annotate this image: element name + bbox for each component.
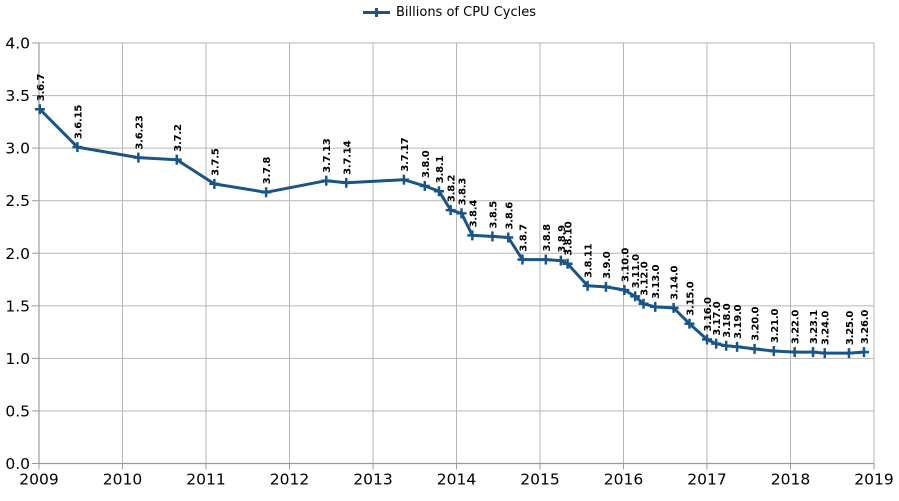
data-point-label: 3.23.1 (809, 310, 820, 344)
data-point-label: 3.14.0 (670, 265, 681, 299)
data-point-label: 3.7.13 (322, 138, 333, 172)
data-point-label: 3.26.0 (860, 310, 871, 344)
x-tick-label: 2019 (854, 471, 893, 489)
data-point-label: 3.16.0 (703, 297, 714, 331)
x-tick-label: 2014 (437, 471, 476, 489)
y-tick-label: 0.0 (5, 455, 30, 473)
data-point-label: 3.8.5 (488, 201, 499, 229)
data-point-label: 3.8.0 (421, 150, 432, 178)
data-point-label: 3.25.0 (845, 311, 856, 345)
x-tick-label: 2012 (270, 471, 309, 489)
y-tick-label: 1.0 (5, 350, 30, 368)
data-point-label: 3.10.0 (620, 248, 631, 282)
data-point-label: 3.7.17 (400, 137, 411, 171)
data-point-label: 3.15.0 (685, 281, 696, 315)
x-tick-label: 2009 (19, 471, 58, 489)
y-tick-label: 3.0 (5, 140, 30, 158)
x-tick-label: 2010 (103, 471, 142, 489)
data-point-label: 3.8.2 (447, 174, 458, 202)
data-point-label: 3.7.8 (262, 157, 273, 185)
data-point-label: 3.6.7 (36, 74, 47, 102)
data-point-label: 3.21.0 (770, 309, 781, 343)
x-tick-label: 2018 (771, 471, 810, 489)
x-tick-label: 2013 (353, 471, 392, 489)
x-tick-label: 2016 (604, 471, 643, 489)
y-tick-label: 0.5 (5, 402, 30, 420)
data-point-label: 3.9.0 (602, 251, 613, 279)
data-point-label: 3.12.0 (640, 261, 651, 295)
data-point-label: 3.7.5 (210, 148, 221, 176)
data-point-label: 3.7.14 (342, 140, 353, 174)
y-tick-label: 3.5 (5, 87, 30, 105)
data-point-label: 3.8.7 (518, 224, 529, 252)
data-point-label: 3.6.15 (73, 105, 84, 139)
y-tick-label: 4.0 (5, 35, 30, 53)
data-point-label: 3.8.10 (564, 221, 575, 255)
data-point-label: 3.20.0 (751, 306, 762, 340)
y-tick-label: 2.5 (5, 192, 30, 210)
data-point-label: 3.22.0 (791, 310, 802, 344)
y-tick-label: 1.5 (5, 297, 30, 315)
data-point-label: 3.8.9 (557, 225, 568, 253)
data-point-label: 3.8.11 (584, 243, 595, 277)
data-point-label: 3.13.0 (651, 264, 662, 298)
data-point-label: 3.17.0 (712, 301, 723, 335)
data-point-label: 3.8.6 (504, 202, 515, 230)
data-point-label: 3.8.1 (435, 156, 446, 184)
data-point-label: 3.11.0 (631, 254, 642, 288)
data-point-label: 3.6.23 (134, 115, 145, 149)
data-point-label: 3.18.0 (722, 303, 733, 337)
data-point-label: 3.8.8 (542, 224, 553, 252)
x-tick-label: 2017 (687, 471, 726, 489)
data-point-label: 3.7.2 (173, 124, 184, 152)
x-tick-label: 2011 (186, 471, 225, 489)
data-point-label: 3.8.3 (458, 178, 469, 206)
y-tick-label: 2.0 (5, 245, 30, 263)
data-point-label: 3.19.0 (733, 304, 744, 338)
data-point-label: 3.8.4 (468, 200, 479, 228)
data-point-label: 3.24.0 (821, 311, 832, 345)
x-tick-label: 2015 (520, 471, 559, 489)
